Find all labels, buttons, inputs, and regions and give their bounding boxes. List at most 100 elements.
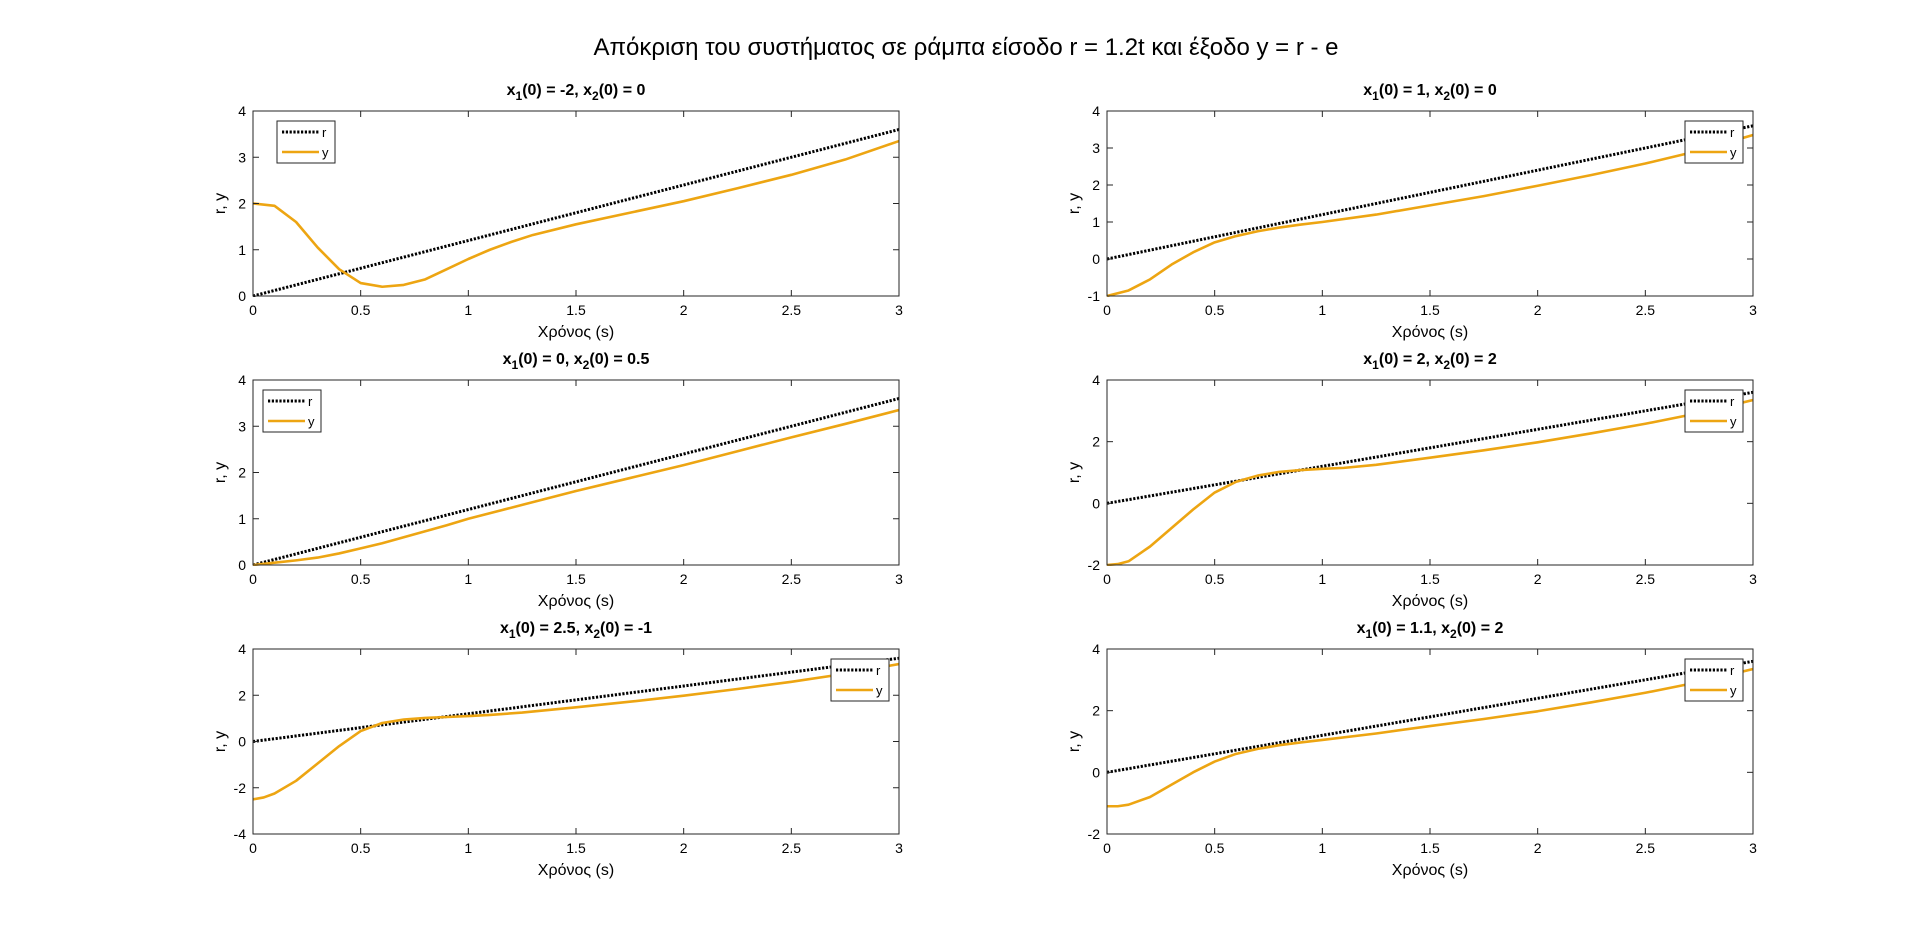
y-tick-label: 4 [1092,372,1100,388]
legend-label-y: y [876,683,883,698]
plot-area [253,111,899,296]
legend-label-y: y [1730,414,1737,429]
legend-label-y: y [308,414,315,429]
title-subscript: 1 [512,358,519,372]
plot-area [1107,111,1753,296]
y-tick-label: 2 [1092,177,1100,193]
series-line-y [253,139,899,289]
x-tick-label: 0 [1103,571,1111,587]
title-text: (0) = 0 [1450,82,1497,99]
title-subscript: 1 [516,89,523,103]
y-tick-label: 0 [1092,495,1100,511]
y-tick-label: 0 [1092,251,1100,267]
x-tick-label: 0 [249,571,257,587]
y-tick-label: -1 [1088,288,1101,304]
y-axis-label: r, y [212,193,229,214]
legend-box [1684,120,1744,164]
series-line-y [253,662,899,801]
y-tick-label: -2 [234,780,247,796]
title-text: x [500,620,509,637]
series-line-r [253,128,899,297]
x-tick-label: 2.5 [782,840,802,856]
title-subscript: 1 [509,627,516,641]
y-axis-label: r, y [1066,731,1083,752]
title-text: (0) = -2, x [522,82,592,99]
plot-area [253,649,899,834]
y-axis-label: r, y [212,731,229,752]
y-tick-label: 4 [238,103,246,119]
legend-label-r: r [1730,394,1735,409]
x-tick-label: 1.5 [1420,302,1440,318]
x-tick-label: 2.5 [782,571,802,587]
title-text: (0) = 1.1, x [1372,620,1450,637]
title-text: x [503,351,512,368]
y-tick-label: 3 [238,418,246,434]
x-tick-label: 3 [895,302,903,318]
x-tick-label: 1 [1318,302,1326,318]
x-tick-label: 1 [464,571,472,587]
y-tick-label: 2 [238,196,246,212]
x-tick-label: 2 [680,840,688,856]
x-axis-label: Χρόνος (s) [1392,324,1468,341]
title-text: (0) = 0, x [518,351,583,368]
x-tick-label: 1.5 [1420,571,1440,587]
title-subscript: 2 [592,89,599,103]
y-tick-label: 4 [238,372,246,388]
y-tick-label: 4 [1092,641,1100,657]
x-tick-label: 1.5 [566,571,586,587]
x-tick-label: 3 [895,571,903,587]
y-tick-label: 3 [1092,140,1100,156]
y-tick-label: 3 [238,149,246,165]
legend-label-r: r [1730,663,1735,678]
series-line-r [253,656,899,743]
plot-area [1107,380,1753,565]
legend-box [262,389,322,433]
legend: ry [262,389,322,433]
y-tick-label: 1 [1092,214,1100,230]
y-tick-label: 1 [238,242,246,258]
legend-label-y: y [1730,145,1737,160]
x-tick-label: 1 [464,840,472,856]
title-subscript: 1 [1372,89,1379,103]
series-line-y [1107,667,1753,808]
y-tick-label: 2 [238,465,246,481]
series-line-y [253,408,899,566]
plot-area [1107,649,1753,834]
legend-label-r: r [308,394,313,409]
y-tick-label: -2 [1088,826,1101,842]
y-axis-label: r, y [1066,462,1083,483]
legend-box [1684,389,1744,433]
x-tick-label: 0 [1103,840,1111,856]
x-tick-label: 1.5 [1420,840,1440,856]
figure-title: Απόκριση του συστήματος σε ράμπα είσοδο … [593,34,1338,61]
x-tick-label: 2.5 [1636,302,1656,318]
title-text: (0) = 0.5 [589,351,649,368]
series-line-y [1107,398,1753,566]
title-text: x [507,82,516,99]
x-tick-label: 0 [1103,302,1111,318]
series-line-r [1107,390,1753,505]
x-tick-label: 2 [680,571,688,587]
x-tick-label: 1.5 [566,302,586,318]
plot-area [253,380,899,565]
x-axis-label: Χρόνος (s) [538,862,614,879]
title-text: (0) = 2, x [1379,351,1444,368]
legend: ry [276,120,336,164]
series-line-y [1107,133,1753,297]
title-subscript: 2 [1443,89,1450,103]
title-subscript: 2 [593,627,600,641]
subplot-title: x1(0) = 1.1, x2(0) = 2 [1357,620,1504,641]
x-tick-label: 0.5 [1205,302,1225,318]
x-tick-label: 3 [1749,840,1757,856]
x-tick-label: 2.5 [782,302,802,318]
y-tick-label: 2 [1092,703,1100,719]
title-text: (0) = 2.5, x [516,620,594,637]
title-subscript: 1 [1366,627,1373,641]
x-tick-label: 0.5 [351,571,371,587]
subplot-title: x1(0) = 2, x2(0) = 2 [1363,351,1497,372]
y-axis-label: r, y [212,462,229,483]
legend-label-y: y [322,145,329,160]
